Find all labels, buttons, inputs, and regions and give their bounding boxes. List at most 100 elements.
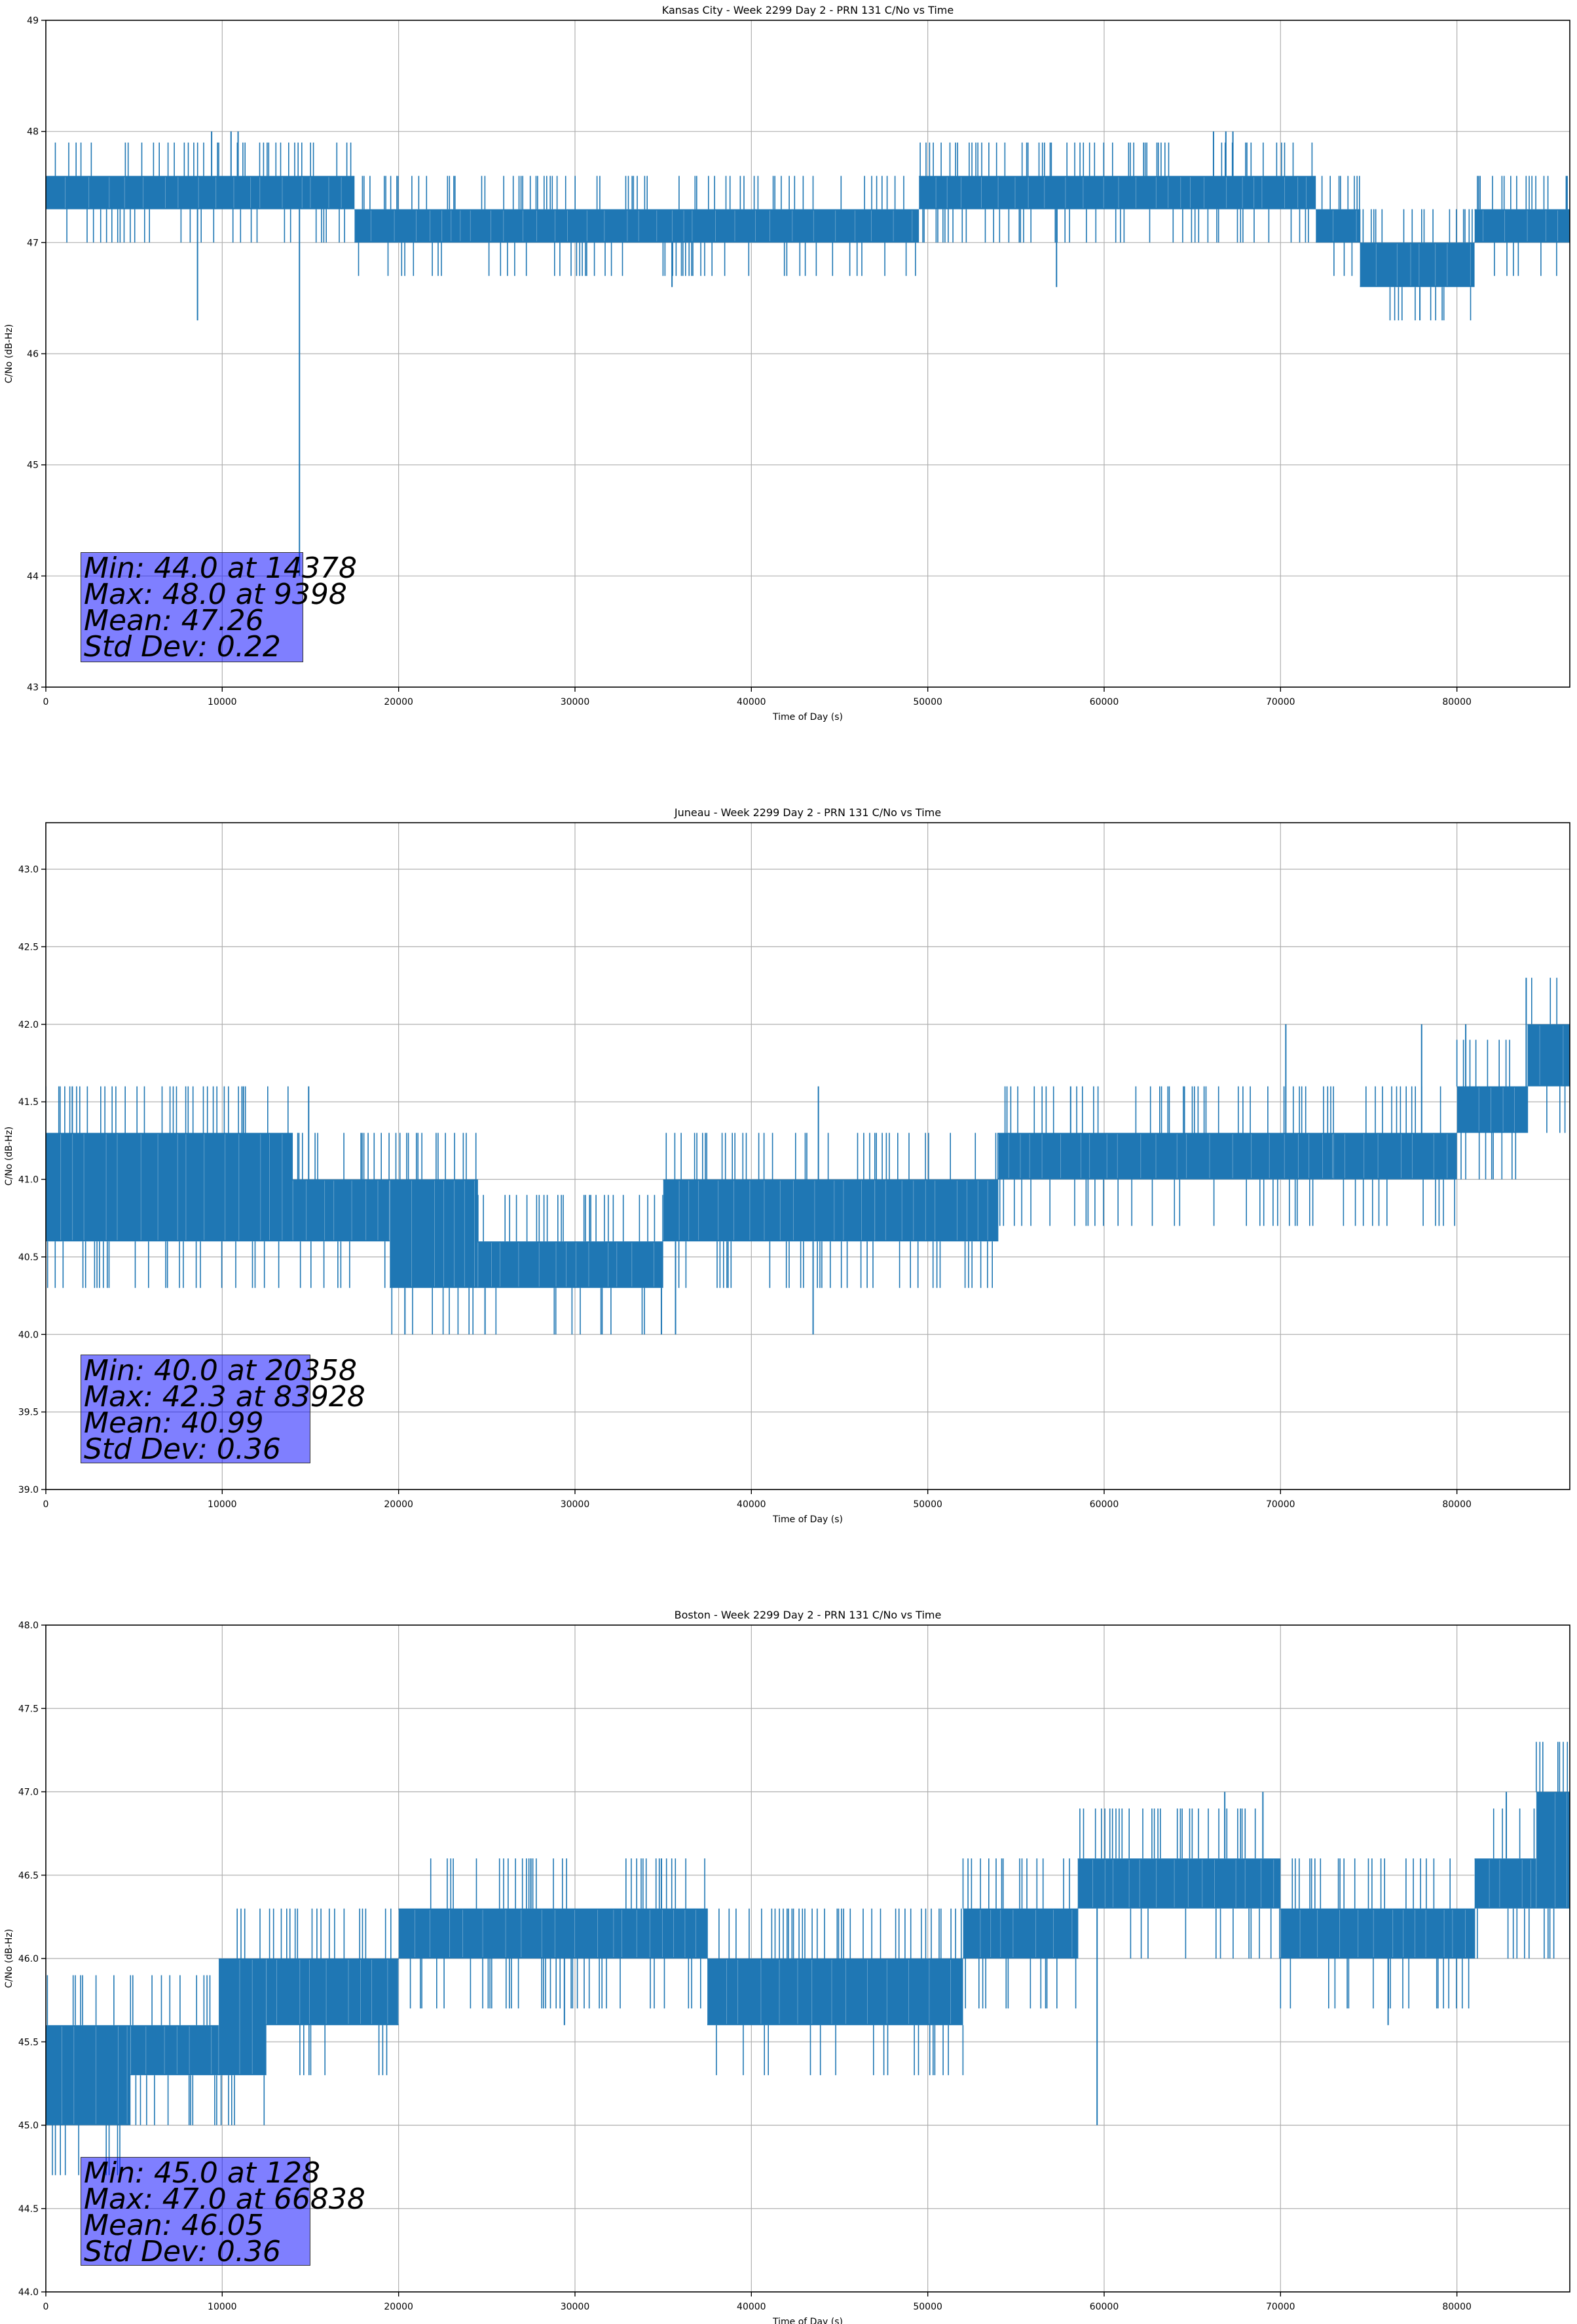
signal-gap: [354, 210, 913, 242]
signal-flicker: [874, 1133, 999, 1288]
y-tick-label: 42.0: [18, 1020, 39, 1030]
signal-band: [398, 1908, 707, 1959]
data-series: [46, 1742, 1570, 2175]
x-tick-label: 80000: [1442, 1499, 1472, 1510]
stats-box-boston: Min: 45.0 at 128 Max: 47.0 at 66838 Mean…: [81, 2156, 365, 2266]
signal-gap: [874, 1180, 988, 1241]
signal-band: [998, 1133, 1334, 1180]
signal-gap: [963, 1909, 1073, 1957]
stats-box-juneau: Min: 40.0 at 20358 Max: 42.3 at 83928 Me…: [81, 1355, 365, 1466]
signal-gap: [218, 1960, 253, 2074]
signal-gap: [1315, 210, 1357, 242]
y-tick-label: 46.5: [18, 1871, 39, 1881]
signal-gap: [1536, 1793, 1567, 1907]
stats-mean: Mean: 46.05: [84, 2209, 264, 2242]
signal-flicker: [130, 1975, 217, 2126]
x-axis-label: Time of Day (s): [772, 712, 843, 722]
signal-band: [130, 2025, 219, 2076]
signal-band: [46, 1133, 293, 1242]
signal-gap: [918, 177, 1307, 208]
signal-gap: [1280, 1909, 1466, 1957]
y-tick-label: 48.0: [18, 1621, 39, 1631]
y-tick-label: 46.0: [18, 1954, 39, 1964]
y-tick-label: 43: [27, 683, 39, 693]
y-tick-label: 40.0: [18, 1330, 39, 1340]
signal-gap: [1474, 1860, 1531, 1907]
stats-box-kansas-city: Min: 44.0 at 14378 Max: 48.0 at 9398 Mea…: [81, 552, 357, 662]
signal-flicker: [1333, 1086, 1455, 1226]
signal-band: [1474, 209, 1570, 243]
chart-panel-1: 0 10000 20000 30000 40000 50000 60000 70000 8000…: [4, 806, 1570, 1525]
signal-gap: [292, 1180, 390, 1241]
signal-flicker: [409, 1858, 705, 2009]
signal-gap: [46, 1134, 283, 1241]
signal-gap: [998, 1134, 1333, 1178]
signal-flicker: [962, 1858, 1077, 2009]
y-tick-label: 47: [27, 238, 39, 248]
signal-gap: [1333, 1134, 1448, 1178]
x-tick-label: 20000: [384, 697, 413, 707]
signal-flicker: [477, 1195, 663, 1335]
y-axis-label: C/No (dB-Hz): [4, 1127, 14, 1186]
stats-max: Max: 47.0 at 66838: [84, 2183, 365, 2216]
signal-band: [1077, 1858, 1281, 1909]
y-tick-label: 41.5: [18, 1097, 39, 1108]
x-axis-label: Time of Day (s): [772, 1514, 843, 1525]
signal-flicker: [1359, 209, 1473, 321]
stats-std: Std Dev: 0.36: [84, 1433, 281, 1466]
x-tick-label: 50000: [913, 697, 942, 707]
signal-gap: [1456, 1087, 1515, 1132]
signal-flicker: [1474, 1809, 1535, 1959]
signal-flicker: [707, 1908, 964, 2076]
x-tick-label: 30000: [561, 697, 590, 707]
signal-flicker: [297, 1133, 390, 1288]
x-tick-label: 50000: [913, 1499, 942, 1510]
x-tick-label: 70000: [1266, 697, 1295, 707]
y-axis-label: C/No (dB-Hz): [4, 1929, 14, 1988]
signal-band: [1536, 1791, 1570, 1909]
signal-flicker: [1077, 1809, 1280, 1959]
signal-band: [874, 1179, 999, 1242]
signal-band: [1316, 209, 1360, 243]
stats-max: Max: 48.0 at 9398: [84, 578, 347, 611]
x-tick-label: 40000: [737, 2302, 766, 2312]
signal-flicker: [46, 1975, 121, 2175]
x-tick-label: 80000: [1442, 2302, 1472, 2312]
signal-gap: [707, 1960, 951, 2024]
y-tick-label: 41.0: [18, 1175, 39, 1186]
x-tick-label: 20000: [384, 2302, 413, 2312]
x-tick-label: 20000: [384, 1499, 413, 1510]
signal-flicker: [54, 142, 352, 243]
signal-gap: [477, 1243, 654, 1287]
x-tick-label: 10000: [208, 697, 237, 707]
signal-band: [1474, 1858, 1536, 1909]
y-tick-label: 39.5: [18, 1408, 39, 1418]
signal-flicker: [1321, 176, 1360, 276]
stats-min: Min: 45.0 at 128: [84, 2156, 321, 2190]
y-tick-label: 49: [27, 16, 39, 26]
chart-panel-2: 0 10000 20000 30000 40000 50000 60000 70000 8000…: [4, 1609, 1570, 2324]
y-tick-label: 39.0: [18, 1485, 39, 1495]
x-tick-label: 0: [43, 1499, 49, 1510]
signal-flicker: [1536, 1742, 1570, 1959]
signal-band: [390, 1179, 478, 1288]
x-tick-label: 60000: [1090, 697, 1119, 707]
y-tick-label: 44.0: [18, 2287, 39, 2298]
x-tick-label: 40000: [737, 697, 766, 707]
signal-flicker: [358, 176, 916, 276]
signal-flicker: [269, 1908, 392, 2076]
y-tick-label: 44: [27, 571, 39, 582]
x-tick-label: 40000: [737, 1499, 766, 1510]
stats-max: Max: 42.3 at 83928: [84, 1380, 365, 1414]
y-axis-label: C/No (dB-Hz): [4, 324, 14, 383]
signal-flicker: [1456, 1040, 1517, 1180]
signal-flicker: [1527, 977, 1566, 1133]
y-tick-label: 43.0: [18, 865, 39, 875]
signal-band: [46, 2025, 131, 2126]
signal-gap: [1360, 244, 1471, 286]
x-tick-label: 60000: [1090, 2302, 1119, 2312]
chart-title: Kansas City - Week 2299 Day 2 - PRN 131 …: [662, 4, 954, 16]
data-series: [46, 131, 1570, 576]
y-tick-label: 48: [27, 127, 39, 138]
